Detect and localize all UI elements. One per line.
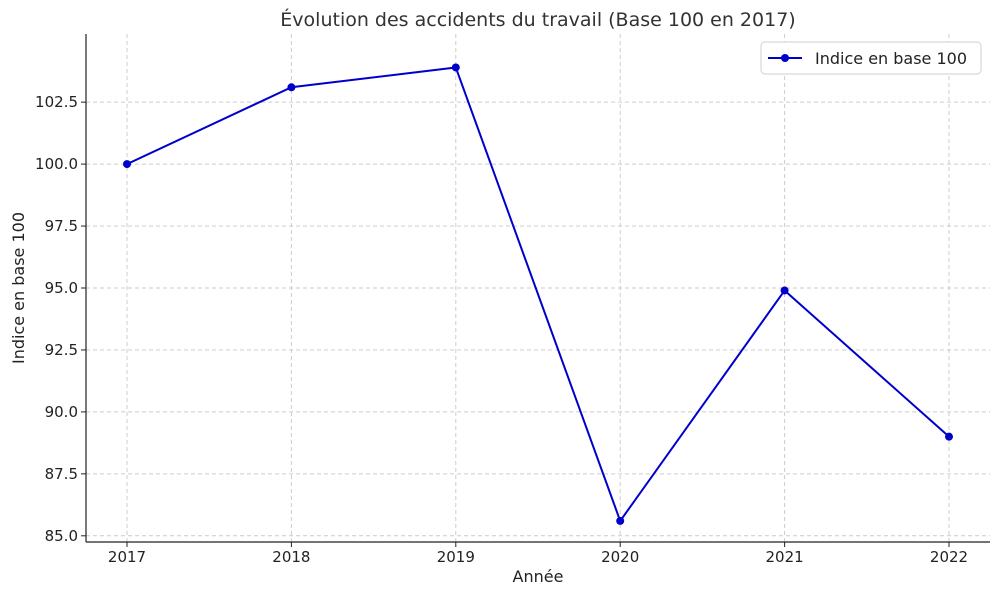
y-tick-label: 90.0 — [45, 403, 78, 421]
legend-box — [760, 41, 982, 75]
x-tick-label: 2019 — [437, 548, 475, 566]
series-line — [126, 66, 950, 524]
data-point — [123, 160, 131, 169]
series-layer — [123, 63, 953, 525]
y-tick-label: 102.5 — [35, 93, 78, 111]
x-tick-label: 2020 — [601, 548, 639, 566]
x-tick-label: 2022 — [930, 548, 968, 566]
x-tick-label: 2021 — [766, 548, 804, 566]
grid-lines — [86, 34, 990, 542]
x-tick-label: 2017 — [108, 548, 146, 566]
data-point — [780, 286, 789, 295]
axes — [81, 34, 990, 547]
y-tick-label: 92.5 — [45, 341, 78, 359]
legend-point-marker — [781, 54, 789, 62]
y-tick-label: 87.5 — [45, 465, 78, 483]
data-point — [287, 83, 296, 92]
tick-labels: 2017 2018 2019 2020 2021 2022 85.0 87.5 90.0 92.5… — [35, 93, 968, 566]
data-point — [945, 432, 953, 441]
chart-title: Évolution des accidents du travail (Base… — [280, 8, 795, 31]
data-point — [451, 63, 460, 72]
y-tick-label: 97.5 — [45, 217, 78, 235]
legend-label: Indice en base 100 — [815, 49, 967, 68]
legend: Indice en base 100 — [760, 41, 982, 75]
y-tick-label: 100.0 — [35, 155, 78, 173]
y-tick-label: 95.0 — [45, 279, 78, 297]
x-axis-label: Année — [513, 567, 564, 586]
y-axis-label: Indice en base 100 — [9, 212, 28, 364]
x-tick-label: 2018 — [272, 548, 310, 566]
data-point — [616, 516, 625, 525]
y-tick-label: 85.0 — [45, 527, 78, 545]
